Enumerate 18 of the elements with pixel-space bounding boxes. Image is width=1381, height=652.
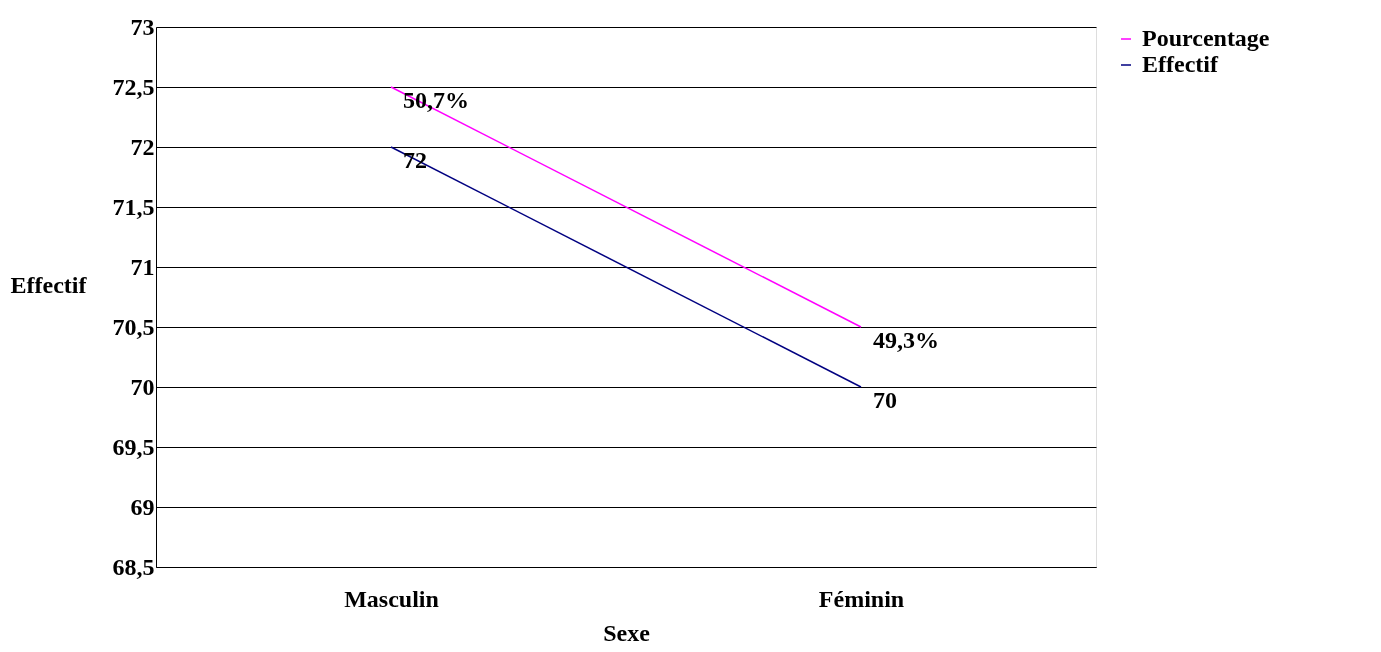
y-axis-title: Effectif	[10, 271, 88, 298]
y-tick-label: 70	[130, 373, 155, 400]
y-tick-label: 71,5	[112, 193, 155, 220]
x-axis-title: Sexe	[603, 619, 651, 646]
legend-label: Pourcentage	[1142, 25, 1270, 51]
y-tick-label: 72,5	[112, 73, 155, 100]
y-tick-label: 73	[130, 13, 155, 40]
y-tick-label: 69	[130, 493, 155, 520]
y-tick-label: 71	[130, 253, 155, 280]
y-tick-label: 70,5	[112, 313, 155, 340]
x-tick-label: Féminin	[818, 585, 905, 612]
x-tick-label: Masculin	[344, 585, 439, 612]
annotation: 49,3%	[873, 327, 939, 353]
legend-label: Effectif	[1142, 51, 1219, 77]
data-label: 70	[873, 387, 897, 413]
y-tick-label: 69,5	[112, 433, 155, 460]
y-tick-label: 72	[130, 133, 155, 160]
y-tick-label: 68,5	[112, 553, 155, 580]
